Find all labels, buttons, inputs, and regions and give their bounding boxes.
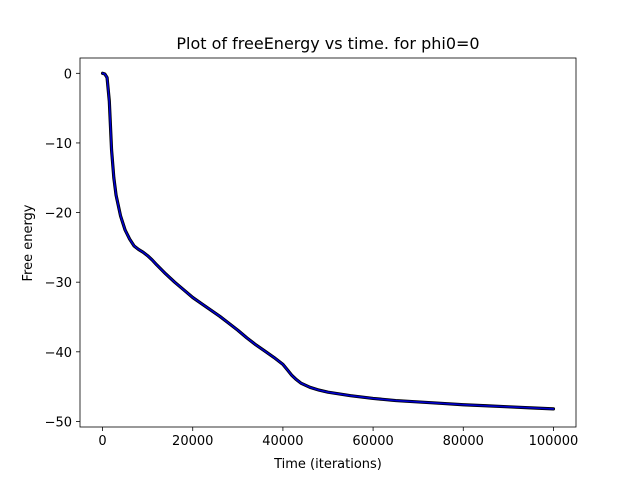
x-axis-ticks: 0 20000 40000 60000 80000 100000: [98, 427, 578, 449]
x-axis-label: Time (iterations): [273, 457, 382, 472]
x-tick-label: 80000: [443, 434, 484, 449]
y-tick-label: −50: [45, 415, 72, 430]
y-tick-label: −40: [45, 346, 72, 361]
y-axis-label: Free energy: [21, 204, 36, 281]
y-tick-label: −30: [45, 276, 72, 291]
x-tick-label: 0: [98, 434, 106, 449]
y-tick-label: 0: [64, 67, 72, 82]
x-tick-label: 60000: [352, 434, 393, 449]
plot-frame: [79, 57, 577, 428]
x-tick-label: 100000: [529, 434, 579, 449]
x-tick-label: 40000: [262, 434, 303, 449]
plot-area: [80, 58, 576, 427]
chart-title: Plot of freeEnergy vs time. for phi0=0: [176, 34, 479, 53]
y-tick-label: −20: [45, 207, 72, 222]
y-axis-ticks: 0 −10 −20 −30 −40 −50: [45, 67, 80, 430]
y-tick-label: −10: [45, 137, 72, 152]
series-line-0: [101, 72, 555, 410]
x-tick-label: 20000: [172, 434, 213, 449]
series-layer: [100, 71, 556, 411]
